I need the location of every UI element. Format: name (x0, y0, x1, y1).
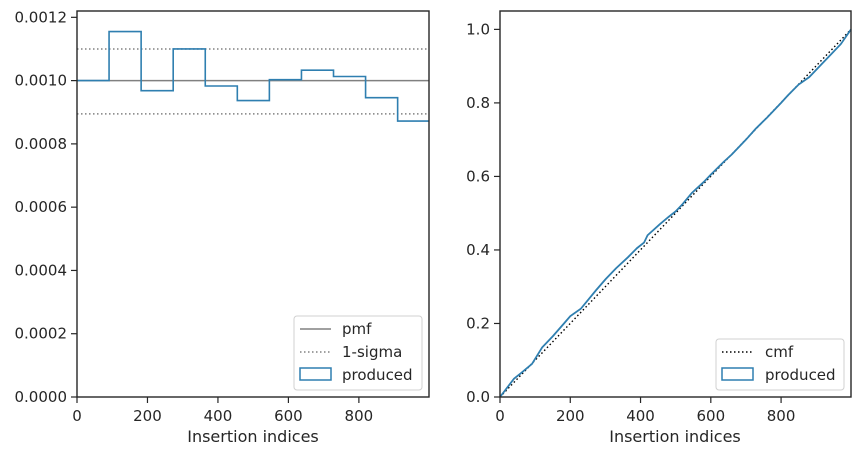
legend-sigma-label: 1-sigma (342, 343, 402, 361)
cumulative-x-tick-label: 600 (696, 407, 725, 425)
histogram-y-tick-label: 0.0000 (15, 388, 68, 406)
cumulative-y-tick-label: 1.0 (466, 20, 490, 38)
histogram-legend: pmf 1-sigma produced (293, 315, 423, 391)
histogram-y-tick-label: 0.0008 (15, 135, 68, 153)
cumulative-legend-box (715, 338, 845, 391)
histogram-x-tick-label: 400 (204, 407, 233, 425)
cumulative-legend: cmf produced (715, 338, 845, 391)
histogram-y-tick-label: 0.0006 (15, 198, 68, 216)
histogram-panel: 0 200 400 600 800 0.0000 0.0002 0.0004 0.0006 0.0… (15, 8, 430, 446)
cumulative-x-tick-label: 800 (767, 407, 796, 425)
cumulative-ticks: 0 200 400 600 800 0.0 0.2 0.4 0.6 0.8 1.0 (466, 20, 795, 425)
cumulative-series (499, 28, 852, 398)
histogram-x-tick-label: 0 (72, 407, 82, 425)
cumulative-y-tick-label: 0.4 (466, 241, 490, 259)
cumulative-y-tick-label: 0.2 (466, 314, 490, 332)
histogram-x-tick-label: 600 (274, 407, 303, 425)
cumulative-x-tick-label: 200 (556, 407, 585, 425)
histogram-axes-frame (76, 10, 430, 398)
cumulative-axes-frame (499, 10, 852, 398)
legend-produced-swatch (299, 367, 332, 381)
histogram-x-tick-label: 800 (345, 407, 374, 425)
cumulative-y-tick-label: 0.6 (466, 167, 490, 185)
histogram-ticks: 0 200 400 600 800 0.0000 0.0002 0.0004 0.0006 0.0… (15, 8, 374, 425)
cumulative-y-tick-label: 0.0 (466, 388, 490, 406)
histogram-y-tick-label: 0.0010 (15, 72, 68, 90)
legend-produced-label: produced (342, 366, 413, 384)
reference-lines (77, 48, 429, 115)
legend-produced-swatch-right (721, 367, 754, 381)
histogram-series (77, 30, 429, 122)
legend-produced-label-right: produced (765, 366, 836, 384)
cumulative-x-tick-label: 400 (626, 407, 655, 425)
legend-cmf-label: cmf (765, 343, 794, 361)
histogram-y-tick-label: 0.0012 (15, 8, 68, 26)
legend-pmf-label: pmf (342, 320, 372, 338)
histogram-x-axis-label: Insertion indices (187, 427, 319, 446)
cumulative-y-tick-label: 0.8 (466, 94, 490, 112)
cumulative-x-axis-label: Insertion indices (609, 427, 741, 446)
cmf-line (499, 28, 852, 398)
produced-histogram-step (77, 30, 429, 122)
histogram-y-tick-label: 0.0004 (15, 261, 68, 279)
cumulative-x-tick-label: 0 (495, 407, 505, 425)
cumulative-panel: 0 200 400 600 800 0.0 0.2 0.4 0.6 0.8 1.0 Insertio… (466, 10, 852, 446)
histogram-legend-box (293, 315, 423, 391)
histogram-x-tick-label: 200 (133, 407, 162, 425)
produced-cumulative-line (499, 28, 852, 398)
histogram-y-tick-label: 0.0002 (15, 325, 68, 343)
